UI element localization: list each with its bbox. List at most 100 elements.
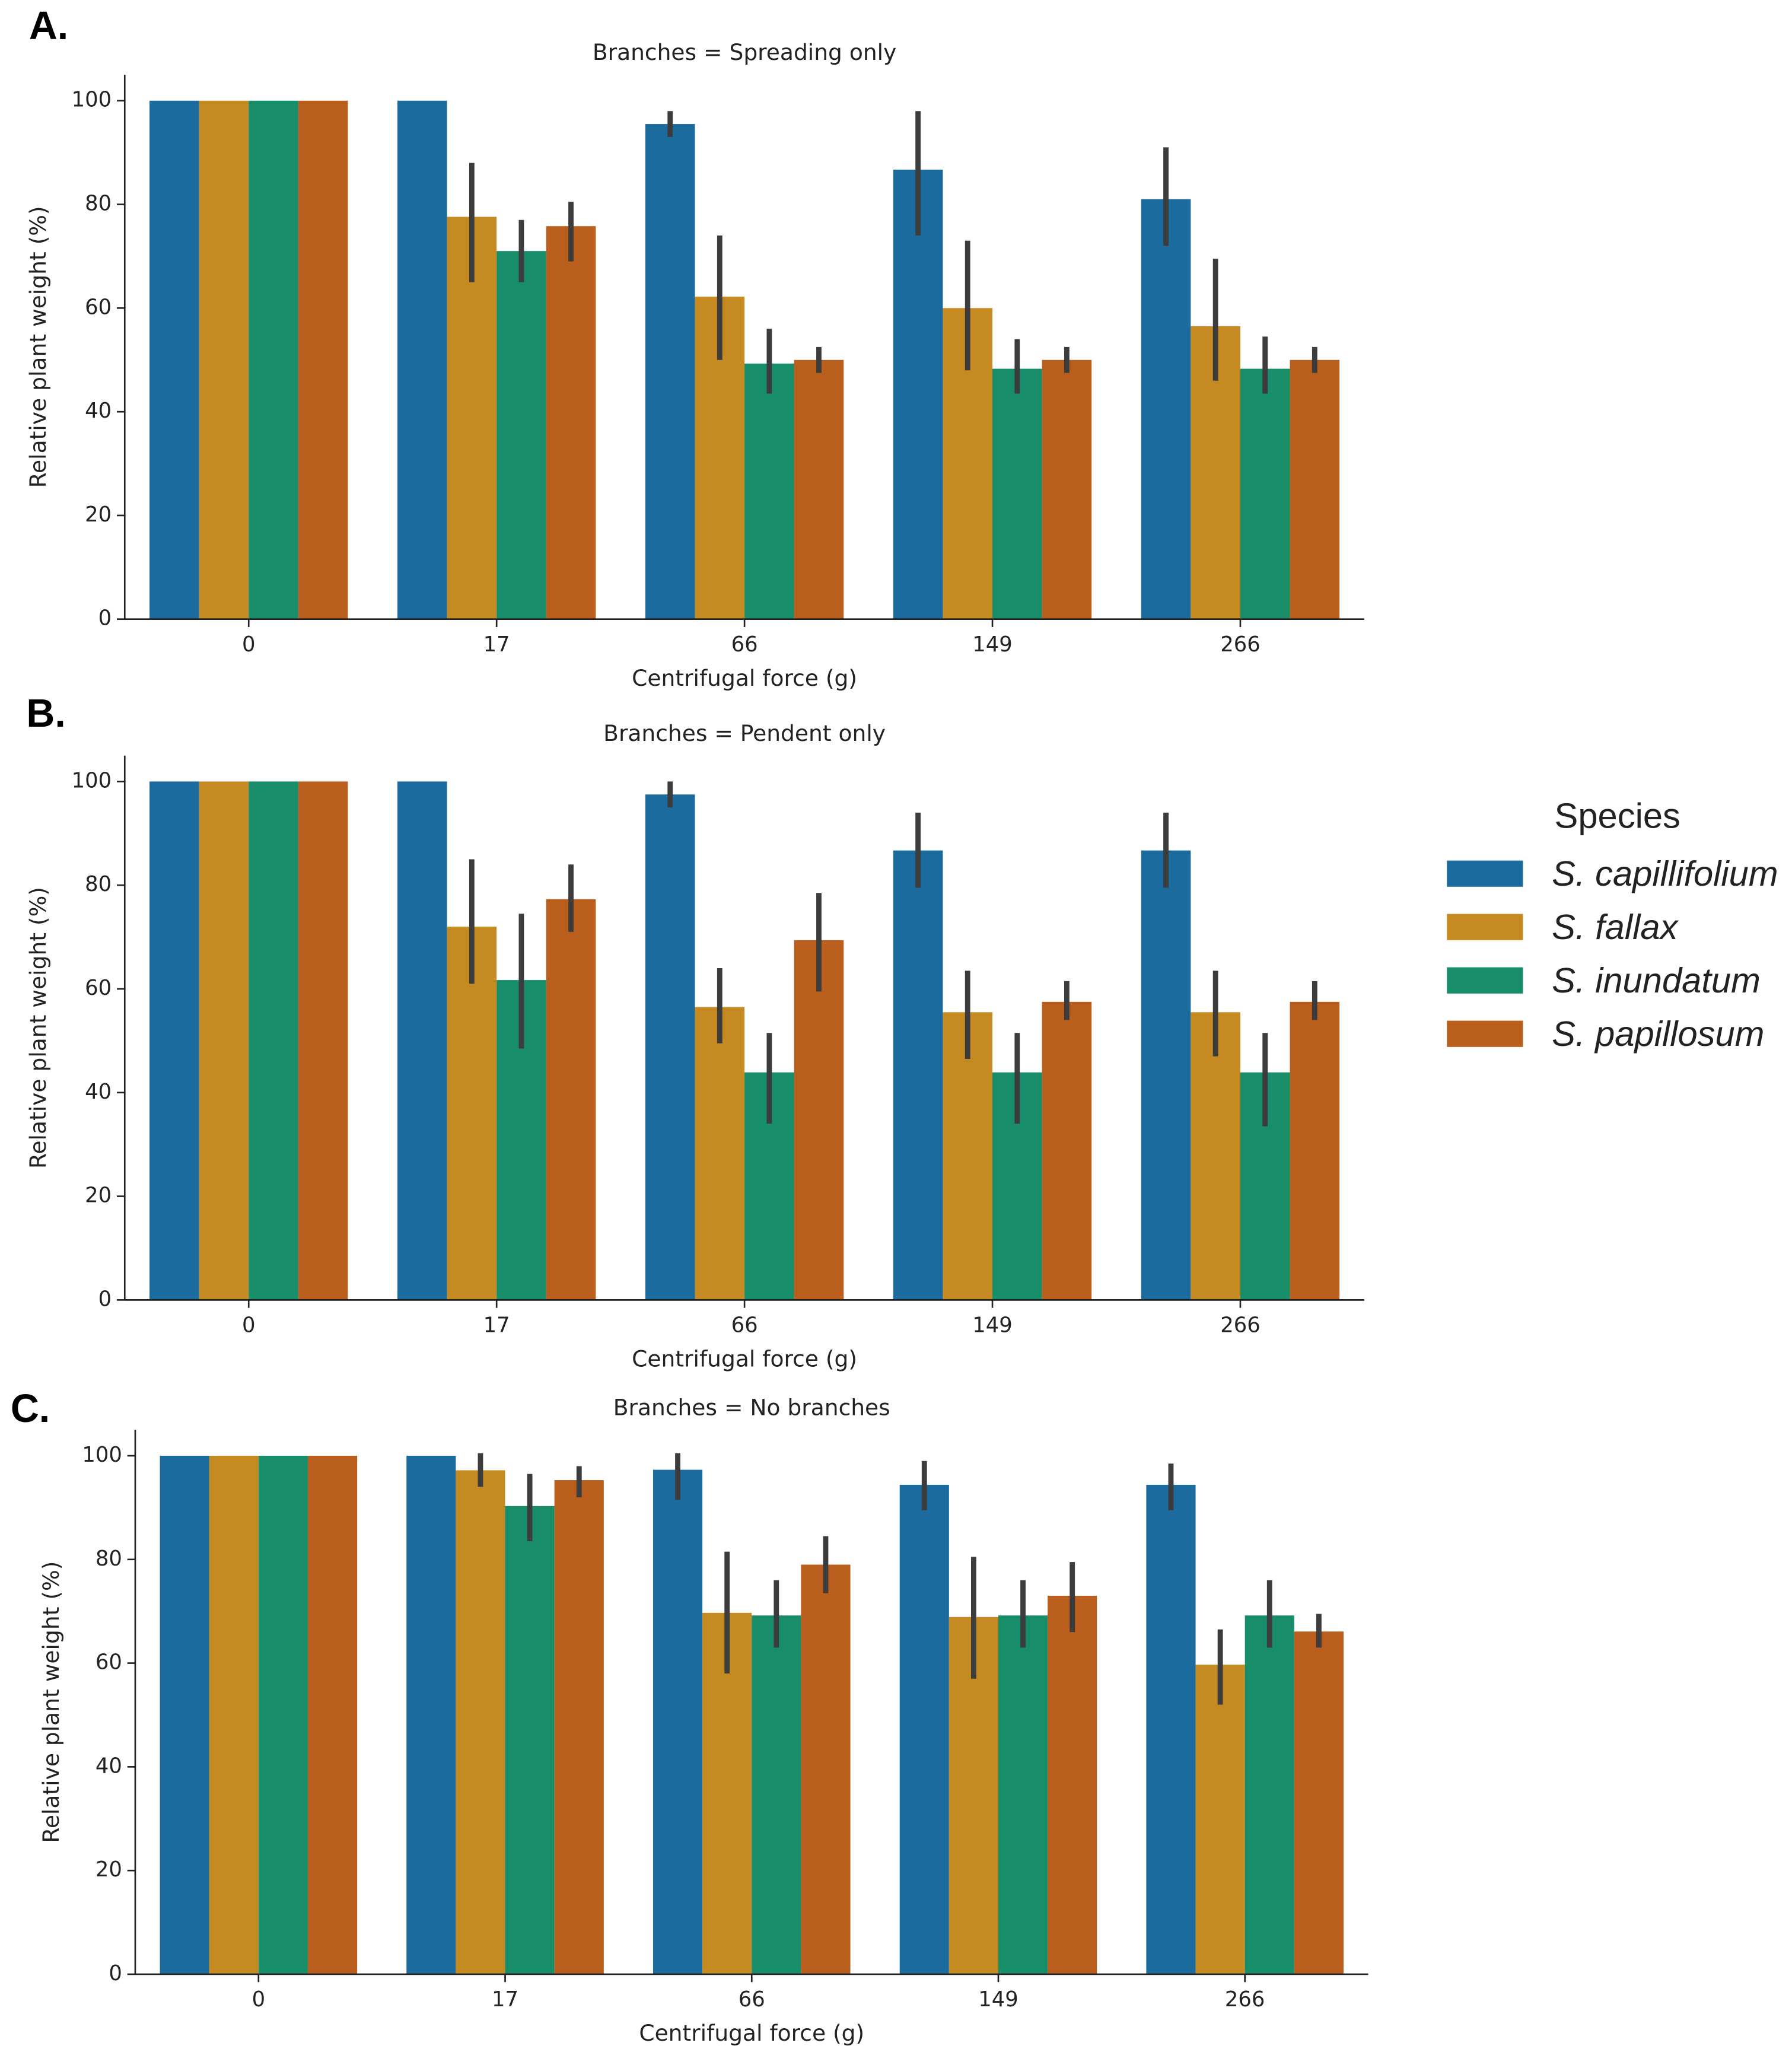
y-tick-label: 80 <box>85 872 112 896</box>
x-tick-label: 17 <box>483 632 510 657</box>
y-tick-label: 0 <box>98 606 112 631</box>
x-tick-label: 66 <box>739 1987 765 2012</box>
legend-label: S. papillosum <box>1552 1014 1764 1054</box>
bar <box>1042 359 1092 619</box>
bar <box>893 850 943 1300</box>
bar <box>505 1506 555 1974</box>
bar <box>554 1480 604 1974</box>
x-tick-label: 149 <box>978 1987 1018 2012</box>
legend-swatch <box>1447 914 1523 940</box>
bar <box>397 100 447 619</box>
legend-swatch <box>1447 967 1523 994</box>
legend-swatch <box>1447 860 1523 887</box>
chart-title: Branches = Spreading only <box>593 39 897 65</box>
y-axis-label: Relative plant weight (%) <box>25 887 51 1169</box>
bar <box>307 1455 358 1974</box>
bar <box>1191 1012 1240 1300</box>
bar <box>160 1455 209 1974</box>
x-axis-label: Centrifugal force (g) <box>632 1346 857 1372</box>
bar <box>209 1455 259 1974</box>
x-tick-label: 266 <box>1220 1313 1261 1338</box>
legend: Species S. capillifolium S. fallax S. inun… <box>1447 796 1778 1054</box>
bar <box>149 781 199 1300</box>
bar <box>456 1470 505 1974</box>
y-tick-label: 40 <box>96 1754 122 1778</box>
legend-label: S. inundatum <box>1552 960 1761 1000</box>
bar <box>249 100 298 619</box>
bar <box>199 100 249 619</box>
bar <box>149 100 199 619</box>
bar <box>1146 1484 1196 1974</box>
y-tick-label: 80 <box>96 1547 122 1571</box>
x-tick-label: 266 <box>1220 632 1261 657</box>
bar <box>752 1615 801 1974</box>
bar <box>645 124 695 619</box>
bar <box>406 1455 456 1974</box>
bar <box>899 1484 949 1974</box>
x-tick-label: 149 <box>972 632 1013 657</box>
y-tick-label: 20 <box>85 502 112 527</box>
legend-title: Species <box>1555 796 1680 836</box>
bar <box>546 899 596 1300</box>
bar <box>447 217 497 619</box>
bar <box>652 1469 703 1974</box>
bar <box>1048 1595 1097 1974</box>
bar <box>744 363 794 619</box>
y-tick-label: 60 <box>96 1650 122 1675</box>
x-tick-label: 266 <box>1225 1987 1265 2012</box>
legend-swatch <box>1447 1020 1523 1047</box>
panel-label: B. <box>26 692 65 736</box>
y-tick-label: 40 <box>85 399 112 423</box>
x-tick-label: 66 <box>731 1313 758 1338</box>
bar <box>943 1012 993 1300</box>
chart-title: Branches = Pendent only <box>603 720 886 746</box>
bar <box>1294 1631 1344 1974</box>
y-tick-label: 60 <box>85 295 112 319</box>
x-axis-label: Centrifugal force (g) <box>632 665 857 691</box>
y-tick-label: 100 <box>72 88 112 112</box>
bar <box>794 940 844 1300</box>
bar <box>893 169 943 619</box>
y-tick-label: 100 <box>82 1443 122 1467</box>
bar <box>1290 359 1340 619</box>
chart-title: Branches = No branches <box>613 1394 890 1420</box>
legend-label: S. fallax <box>1552 907 1679 947</box>
bar <box>258 1455 308 1974</box>
bar <box>1244 1615 1294 1974</box>
y-tick-label: 0 <box>109 1961 122 1986</box>
bar <box>496 251 546 619</box>
bar <box>801 1564 851 1974</box>
y-tick-label: 100 <box>72 768 112 793</box>
x-tick-label: 149 <box>972 1313 1013 1338</box>
panel-label: A. <box>29 4 68 48</box>
panel-label: C. <box>11 1387 50 1431</box>
bar <box>695 1007 745 1300</box>
bar <box>1141 850 1191 1300</box>
bar <box>645 794 695 1300</box>
x-tick-label: 17 <box>492 1987 518 2012</box>
bar <box>998 1615 1048 1974</box>
x-tick-label: 66 <box>731 632 758 657</box>
y-tick-label: 80 <box>85 192 112 216</box>
y-tick-label: 20 <box>85 1183 112 1208</box>
legend-label: S. capillifolium <box>1552 854 1778 893</box>
y-tick-label: 0 <box>98 1287 112 1311</box>
bar <box>298 100 348 619</box>
bar <box>1195 1665 1245 1974</box>
x-axis-label: Centrifugal force (g) <box>639 2020 864 2046</box>
bar <box>1042 1001 1092 1300</box>
bar <box>794 359 844 619</box>
x-tick-label: 0 <box>242 632 256 657</box>
y-tick-label: 60 <box>85 976 112 1000</box>
y-axis-label: Relative plant weight (%) <box>25 206 51 488</box>
x-tick-label: 17 <box>483 1313 510 1338</box>
bar <box>447 927 497 1300</box>
bar <box>397 781 447 1300</box>
bar <box>249 781 298 1300</box>
bar <box>546 226 596 619</box>
bar <box>1290 1001 1340 1300</box>
y-axis-label: Relative plant weight (%) <box>38 1561 64 1843</box>
bar <box>1141 199 1191 619</box>
bar <box>1240 368 1290 619</box>
